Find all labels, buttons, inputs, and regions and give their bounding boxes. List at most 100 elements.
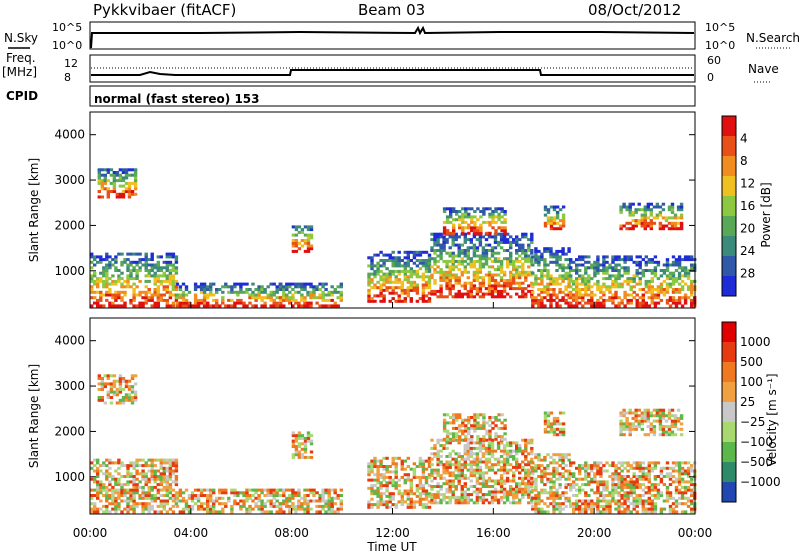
power-cell (458, 223, 462, 227)
velocity-cell (479, 424, 483, 428)
power-cell (118, 173, 123, 177)
power-cell (135, 274, 139, 278)
power-cell (448, 270, 452, 274)
power-cell (676, 208, 681, 212)
velocity-cell (505, 479, 510, 483)
velocity-cell (464, 418, 468, 422)
power-cell (564, 298, 568, 302)
power-cell (121, 176, 126, 180)
power-cell (391, 269, 395, 273)
power-cell (463, 235, 467, 239)
power-cell (493, 238, 498, 242)
power-cell (150, 263, 154, 267)
velocity-cell (484, 452, 489, 456)
power-cell (215, 301, 219, 305)
velocity-cell (421, 475, 426, 479)
velocity-cell (275, 491, 279, 495)
power-cell (120, 304, 124, 308)
velocity-cell (266, 510, 270, 514)
power-cell (644, 304, 648, 308)
power-cell (671, 301, 676, 305)
velocity-cell (436, 468, 440, 472)
power-cell (424, 250, 429, 254)
velocity-cell (209, 504, 213, 508)
velocity-cell (327, 494, 331, 497)
power-cell (382, 259, 386, 262)
velocity-cell (673, 414, 678, 418)
power-cell (527, 289, 531, 293)
velocity-cell (120, 464, 124, 468)
velocity-cell (445, 432, 450, 436)
power-cell (620, 282, 624, 286)
velocity-cell (427, 494, 432, 498)
velocity-cell (300, 504, 304, 508)
power-cell (132, 296, 136, 300)
power-cell (466, 295, 470, 299)
velocity-cell (133, 382, 138, 386)
power-cell (524, 287, 528, 291)
velocity-cell (558, 427, 563, 431)
power-cell (487, 243, 492, 247)
power-cell (502, 289, 507, 293)
velocity-cell (493, 487, 498, 491)
power-cell (543, 263, 547, 267)
power-cell (454, 235, 458, 239)
velocity-cell (312, 499, 316, 503)
power-cell (138, 269, 142, 272)
power-cell (521, 273, 525, 277)
velocity-cell (294, 450, 299, 454)
velocity-cell (496, 441, 501, 445)
velocity-cell (427, 484, 432, 488)
velocity-cell (409, 486, 413, 490)
power-cell (409, 286, 413, 290)
power-cell (564, 258, 568, 262)
velocity-cell (294, 507, 298, 511)
velocity-cell (153, 480, 157, 484)
power-cell (430, 232, 434, 236)
velocity-cell (564, 453, 568, 457)
velocity-cell (448, 471, 452, 475)
power-cell (555, 293, 559, 297)
velocity-cell (436, 501, 440, 505)
velocity-cell (611, 461, 615, 465)
power-cell (512, 273, 516, 277)
velocity-cell (427, 505, 432, 509)
velocity-cell (114, 496, 118, 500)
power-cell (472, 251, 477, 255)
velocity-cell (288, 504, 292, 508)
velocity-cell (481, 493, 486, 497)
power-cell (193, 298, 198, 302)
velocity-cell (581, 477, 585, 481)
velocity-cell (175, 494, 180, 497)
velocity-cell (370, 459, 374, 463)
power-cell (370, 256, 374, 260)
power-cell (406, 253, 410, 257)
velocity-cell (484, 463, 489, 467)
velocity-cell (463, 444, 467, 448)
power-cell (499, 276, 504, 280)
velocity-cell (124, 385, 129, 389)
power-cell (388, 256, 392, 260)
velocity-cell (655, 414, 660, 418)
velocity-cell (674, 477, 679, 481)
velocity-cell (638, 499, 642, 503)
power-cell (631, 219, 635, 223)
velocity-cell (512, 498, 516, 502)
velocity-cell (634, 427, 638, 431)
power-cell (394, 261, 398, 265)
power-cell (527, 265, 531, 269)
power-cell (481, 295, 486, 299)
power-cell (388, 272, 392, 276)
power-cell (679, 202, 684, 206)
power-cell (159, 282, 163, 286)
power-cell (291, 244, 296, 248)
power-cell (608, 298, 612, 302)
power-cell (670, 202, 675, 206)
power-cell (117, 269, 121, 272)
power-cell (470, 226, 474, 230)
velocity-cell (109, 374, 114, 378)
velocity-cell (379, 494, 383, 498)
velocity-cell (127, 387, 132, 391)
velocity-cell (628, 411, 632, 415)
power-cell (439, 249, 443, 252)
